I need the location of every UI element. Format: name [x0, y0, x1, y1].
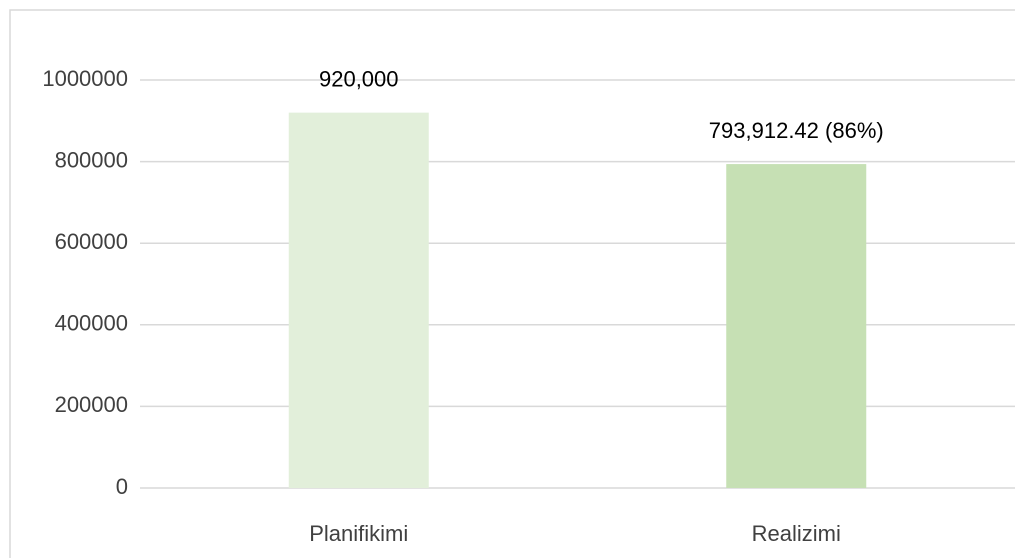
y-tick-label: 1000000: [42, 66, 128, 91]
y-tick-label: 800000: [55, 147, 128, 172]
bar: [288, 112, 429, 488]
data-label: 793,912.42 (86%): [709, 118, 884, 143]
x-tick-label: Realizimi: [752, 521, 841, 546]
y-tick-label: 0: [116, 474, 128, 499]
y-tick-label: 400000: [55, 311, 128, 336]
x-tick-label: Planifikimi: [309, 521, 408, 546]
data-label: 920,000: [319, 66, 399, 91]
y-tick-label: 600000: [55, 229, 128, 254]
bar: [726, 164, 867, 488]
y-tick-label: 200000: [55, 392, 128, 417]
